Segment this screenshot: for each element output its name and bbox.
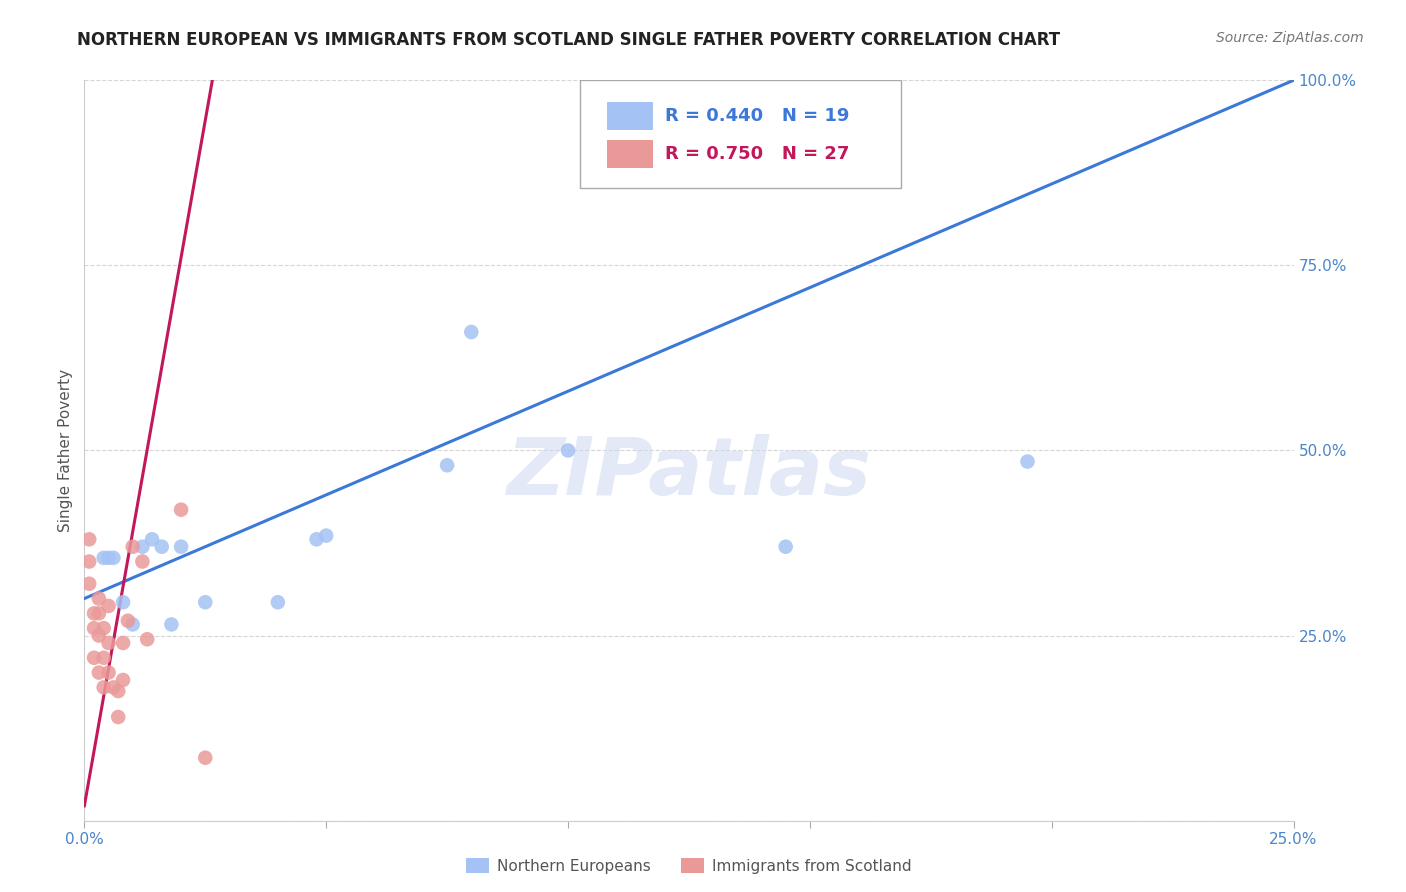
Point bbox=[131, 555, 153, 569]
Point bbox=[460, 325, 482, 339]
Point bbox=[103, 550, 125, 565]
Point bbox=[97, 636, 120, 650]
Point bbox=[83, 621, 105, 635]
Point bbox=[77, 555, 100, 569]
Point bbox=[112, 636, 135, 650]
Text: NORTHERN EUROPEAN VS IMMIGRANTS FROM SCOTLAND SINGLE FATHER POVERTY CORRELATION : NORTHERN EUROPEAN VS IMMIGRANTS FROM SCO… bbox=[77, 31, 1060, 49]
Point bbox=[194, 595, 217, 609]
Point bbox=[93, 621, 115, 635]
Point bbox=[77, 533, 100, 547]
Point bbox=[87, 628, 110, 642]
Point bbox=[775, 540, 797, 554]
Point bbox=[121, 617, 143, 632]
Point bbox=[136, 632, 159, 647]
Point bbox=[87, 607, 110, 621]
Point bbox=[93, 650, 115, 665]
Point bbox=[305, 533, 328, 547]
Text: R = 0.440   N = 19: R = 0.440 N = 19 bbox=[665, 107, 849, 125]
Point bbox=[1017, 454, 1039, 468]
Point bbox=[83, 607, 105, 621]
Point bbox=[267, 595, 290, 609]
Point bbox=[141, 533, 163, 547]
FancyBboxPatch shape bbox=[607, 140, 652, 169]
Point bbox=[112, 673, 135, 687]
Point bbox=[315, 528, 337, 542]
Point bbox=[97, 550, 120, 565]
Point bbox=[557, 443, 579, 458]
Point bbox=[436, 458, 458, 473]
Point bbox=[170, 540, 193, 554]
Point bbox=[93, 550, 115, 565]
Text: ZIPatlas: ZIPatlas bbox=[506, 434, 872, 512]
Text: Source: ZipAtlas.com: Source: ZipAtlas.com bbox=[1216, 31, 1364, 45]
Point bbox=[97, 599, 120, 613]
Point bbox=[77, 576, 100, 591]
Point bbox=[97, 665, 120, 680]
Point bbox=[131, 540, 153, 554]
FancyBboxPatch shape bbox=[607, 102, 652, 130]
Legend: Northern Europeans, Immigrants from Scotland: Northern Europeans, Immigrants from Scot… bbox=[460, 852, 918, 880]
Point bbox=[83, 650, 105, 665]
Point bbox=[87, 665, 110, 680]
Point bbox=[121, 540, 143, 554]
Point bbox=[150, 540, 173, 554]
Point bbox=[107, 710, 129, 724]
Point bbox=[170, 502, 193, 516]
Point bbox=[112, 595, 135, 609]
Point bbox=[93, 681, 115, 695]
Point bbox=[103, 681, 125, 695]
Point bbox=[194, 750, 217, 764]
Text: R = 0.750   N = 27: R = 0.750 N = 27 bbox=[665, 145, 849, 163]
Point bbox=[87, 591, 110, 606]
Point bbox=[117, 614, 139, 628]
FancyBboxPatch shape bbox=[581, 80, 901, 187]
Point bbox=[160, 617, 183, 632]
Point bbox=[107, 684, 129, 698]
Y-axis label: Single Father Poverty: Single Father Poverty bbox=[58, 369, 73, 532]
